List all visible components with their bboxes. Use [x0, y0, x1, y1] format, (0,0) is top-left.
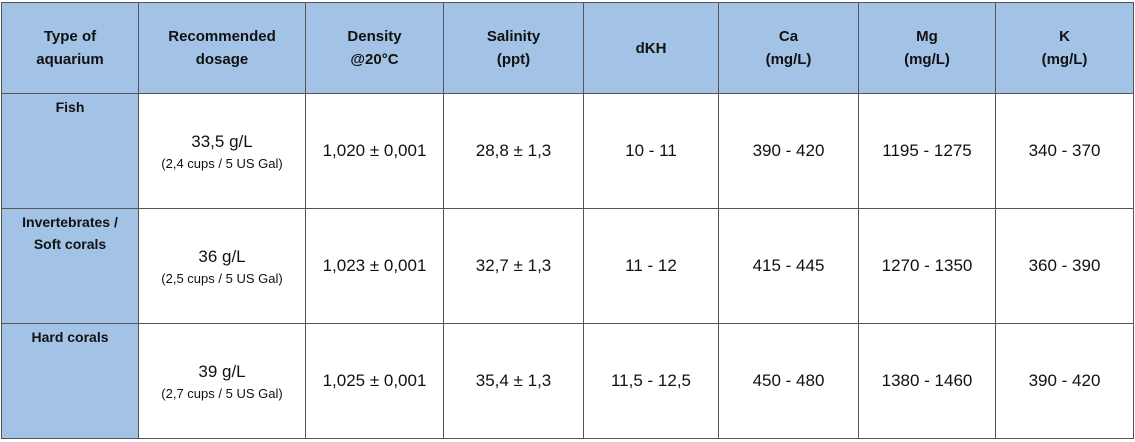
header-text: aquarium: [36, 51, 104, 68]
header-text: Recommended: [168, 28, 276, 45]
header-text: @20°C: [350, 51, 399, 68]
header-text: Salinity: [486, 28, 541, 45]
dosage-note: (2,4 cups / 5 US Gal): [161, 155, 283, 171]
table-body: Fish 33,5 g/L (2,4 cups / 5 US Gal) 1,020 ±…: [1, 93, 1134, 439]
header-text: Density: [347, 28, 402, 45]
header-cell: Ca (mg/L): [718, 2, 859, 94]
value-cell: 32,7 ± 1,3: [443, 208, 584, 324]
table-row: Fish 33,5 g/L (2,4 cups / 5 US Gal) 1,020 ±…: [1, 93, 1134, 209]
type-cell: Hard corals: [1, 323, 139, 439]
type-cell: Fish: [1, 93, 139, 209]
dosage-note: (2,5 cups / 5 US Gal): [161, 270, 283, 286]
value-cell: 1380 - 1460: [858, 323, 996, 439]
header-text: (mg/L): [765, 51, 812, 68]
value-cell: 360 - 390: [995, 208, 1134, 324]
dosage-amount: 39 g/L: [198, 361, 246, 381]
type-text: Invertebrates /: [22, 214, 118, 230]
header-cell: Density @20°C: [305, 2, 444, 94]
value-cell: 340 - 370: [995, 93, 1134, 209]
value-cell: 11,5 - 12,5: [583, 323, 719, 439]
header-text: dKH: [635, 39, 667, 57]
header-cell: Salinity (ppt): [443, 2, 584, 94]
table-row: Hard corals 39 g/L (2,7 cups / 5 US Gal) 1,…: [1, 323, 1134, 439]
value-cell: 1270 - 1350: [858, 208, 996, 324]
dosage-cell: 39 g/L (2,7 cups / 5 US Gal): [138, 323, 306, 439]
dosage-amount: 33,5 g/L: [191, 131, 253, 151]
value-cell: 11 - 12: [583, 208, 719, 324]
dosage-cell: 33,5 g/L (2,4 cups / 5 US Gal): [138, 93, 306, 209]
header-cell: dKH: [583, 2, 719, 94]
type-text: Fish: [55, 99, 85, 115]
dosage-cell: 36 g/L (2,5 cups / 5 US Gal): [138, 208, 306, 324]
value-cell: 1,020 ± 0,001: [305, 93, 444, 209]
header-cell: Type of aquarium: [1, 2, 139, 94]
header-text: (mg/L): [904, 51, 950, 68]
value-cell: 1,023 ± 0,001: [305, 208, 444, 324]
value-cell: 35,4 ± 1,3: [443, 323, 584, 439]
header-text: Ca: [778, 28, 799, 45]
header-text: (ppt): [496, 51, 531, 68]
header-text: (mg/L): [1041, 51, 1088, 68]
header-row: Type of aquarium Recommended dosage Density @…: [1, 2, 1134, 94]
value-cell: 1,025 ± 0,001: [305, 323, 444, 439]
header-cell: K (mg/L): [995, 2, 1134, 94]
value-cell: 390 - 420: [718, 93, 859, 209]
value-cell: 390 - 420: [995, 323, 1134, 439]
dosage-amount: 36 g/L: [198, 246, 246, 266]
value-cell: 415 - 445: [718, 208, 859, 324]
header-text: Mg: [916, 28, 938, 45]
header-text: K: [1059, 28, 1070, 45]
type-text: Hard corals: [31, 329, 109, 345]
value-cell: 450 - 480: [718, 323, 859, 439]
table-row: Invertebrates / Soft corals 36 g/L (2,5 cup…: [1, 208, 1134, 324]
type-cell: Invertebrates / Soft corals: [1, 208, 139, 324]
header-cell: Mg (mg/L): [858, 2, 996, 94]
value-cell: 1195 - 1275: [858, 93, 996, 209]
type-text: Soft corals: [33, 236, 107, 252]
header-cell: Recommended dosage: [138, 2, 306, 94]
header-text: dosage: [195, 51, 249, 68]
header-text: Type of: [43, 28, 97, 45]
dosage-note: (2,7 cups / 5 US Gal): [161, 385, 283, 401]
value-cell: 10 - 11: [583, 93, 719, 209]
value-cell: 28,8 ± 1,3: [443, 93, 584, 209]
